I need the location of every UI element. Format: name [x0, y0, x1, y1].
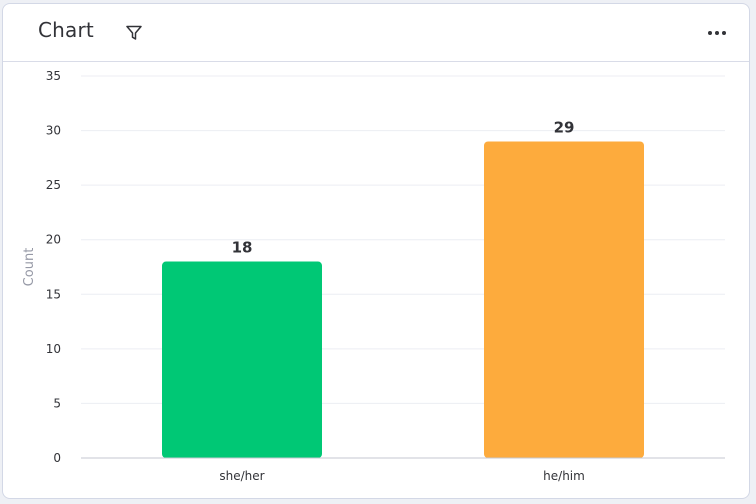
- x-category-label: she/her: [219, 469, 264, 483]
- filter-icon: [126, 25, 142, 40]
- filter-button[interactable]: [121, 20, 147, 46]
- y-axis-ticks: 0 5 10 15 20 25 30 35: [46, 69, 61, 465]
- bars: [162, 141, 644, 458]
- widget-title: Chart: [38, 18, 94, 42]
- y-tick-label: 20: [46, 233, 61, 247]
- bar-he-him[interactable]: [484, 141, 644, 458]
- more-options-button[interactable]: [703, 20, 731, 46]
- y-tick-label: 35: [46, 69, 61, 83]
- x-axis-categories: she/her he/him: [219, 469, 584, 483]
- chart-widget: Chart 0 5 10 15 20 25 30 35 Count 18 29 she/her h…: [2, 3, 750, 499]
- x-category-label: he/him: [543, 469, 585, 483]
- bar-value-label: 18: [232, 239, 253, 257]
- y-tick-label: 15: [46, 287, 61, 301]
- y-tick-label: 30: [46, 124, 61, 138]
- more-horizontal-icon: [708, 31, 726, 35]
- y-tick-label: 0: [53, 451, 61, 465]
- y-tick-label: 25: [46, 178, 61, 192]
- widget-header: Chart: [3, 4, 749, 62]
- bar-value-label: 29: [554, 118, 575, 136]
- y-tick-label: 10: [46, 342, 61, 356]
- bar-she-her[interactable]: [162, 261, 322, 458]
- y-tick-label: 5: [53, 396, 61, 410]
- y-axis-title: Count: [22, 248, 37, 287]
